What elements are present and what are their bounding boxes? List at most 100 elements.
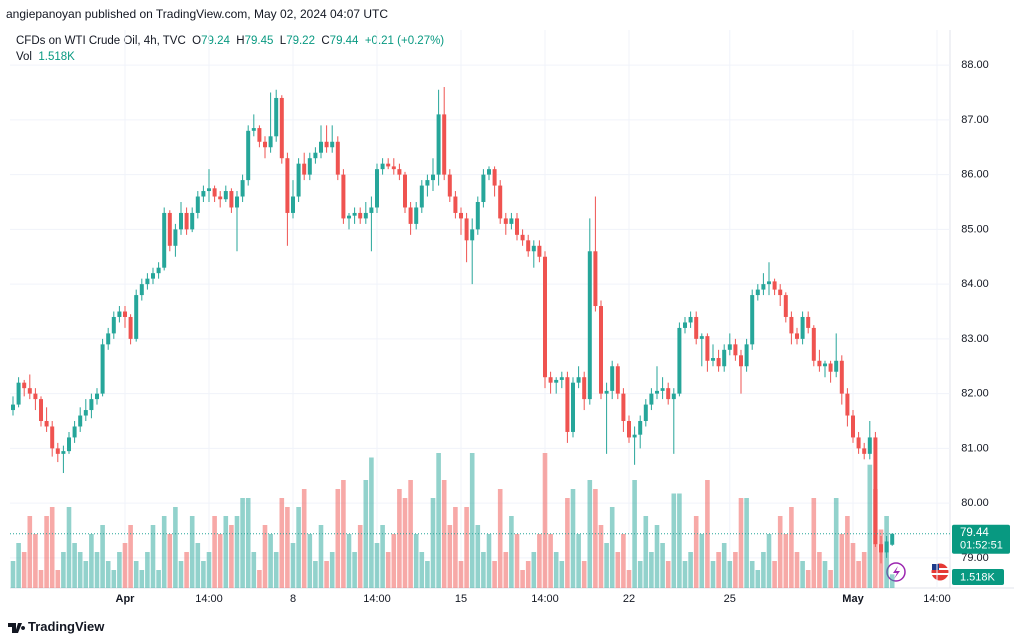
- candle-body: [699, 336, 704, 339]
- candle-body: [851, 415, 855, 438]
- volume-bar: [643, 516, 649, 588]
- candle-body: [772, 281, 777, 290]
- candle-body: [543, 256, 547, 378]
- volume-bar: [217, 534, 223, 588]
- candle-body: [604, 390, 609, 394]
- candle-body: [531, 245, 536, 252]
- volume-bar: [845, 516, 850, 588]
- candle-body: [223, 191, 228, 200]
- volume-bar: [486, 534, 492, 588]
- candle-body: [218, 196, 223, 200]
- candle-body: [100, 344, 105, 394]
- volume-bar: [374, 543, 380, 588]
- volume-bar: [201, 561, 206, 588]
- x-tick-label: 14:00: [531, 593, 559, 605]
- candle-body: [565, 377, 570, 432]
- volume-bar: [716, 552, 721, 588]
- volume-bar: [581, 561, 587, 588]
- volume-bar: [542, 453, 548, 588]
- volume-bar: [453, 507, 458, 588]
- grid: [10, 30, 950, 588]
- candle-body: [302, 163, 307, 175]
- candle-body: [39, 399, 43, 422]
- volume-bar: [268, 534, 273, 588]
- volume-bar: [811, 498, 817, 588]
- volume-bar: [128, 525, 133, 588]
- volume-bar: [184, 552, 189, 588]
- candle-body: [520, 234, 525, 241]
- y-tick-label: 86.00: [961, 169, 989, 181]
- volume-bar: [525, 561, 531, 588]
- candle-body: [184, 212, 189, 230]
- candle-body: [145, 278, 150, 285]
- volume-bar: [229, 525, 234, 588]
- volume-bar: [385, 552, 391, 588]
- candle-body: [744, 344, 749, 367]
- volume-bar: [178, 561, 184, 588]
- candle-body: [817, 360, 822, 367]
- candle-body: [369, 207, 374, 213]
- candle-body: [677, 327, 682, 394]
- candle-body: [571, 382, 575, 432]
- h-value: 79.45: [244, 35, 274, 47]
- candle-body: [16, 382, 21, 405]
- y-tick-label: 87.00: [961, 114, 989, 126]
- y-tick-label: 88.00: [961, 59, 989, 71]
- volume-bar: [83, 561, 89, 588]
- volume-tag: 1.518K: [960, 571, 996, 583]
- volume-bar: [665, 561, 671, 588]
- o-value: 79.24: [201, 35, 230, 47]
- candle-body: [436, 114, 441, 175]
- volume-bar: [514, 534, 520, 588]
- x-tick-label: May: [842, 593, 864, 605]
- candle-body: [750, 295, 755, 345]
- candle-body: [733, 344, 738, 356]
- volume-bar: [755, 570, 761, 588]
- candle-layer: [11, 87, 895, 564]
- volume-bar: [369, 457, 374, 588]
- volume-bar: [682, 561, 688, 588]
- volume-bar: [733, 552, 738, 588]
- candle-body: [139, 284, 144, 296]
- candle-body: [643, 404, 648, 422]
- volume-bar: [117, 552, 122, 588]
- candle-body: [201, 191, 206, 197]
- candle-body: [425, 180, 430, 186]
- volume-bar: [593, 489, 598, 588]
- candle-body: [610, 366, 615, 391]
- volume-bar: [604, 543, 609, 588]
- symbol: CFDs on WTI Crude Oil, 4h, TVC: [16, 35, 186, 47]
- candle-body: [459, 212, 463, 219]
- volume-bar: [313, 561, 318, 588]
- candle-body: [341, 174, 346, 219]
- candle-body: [828, 363, 833, 372]
- volume-bar: [559, 561, 565, 588]
- volume-bar: [352, 552, 357, 588]
- volume-bar: [66, 507, 72, 588]
- candle-body: [123, 311, 127, 317]
- volume-bar: [61, 552, 66, 588]
- volume-bar: [705, 480, 710, 588]
- candle-body: [879, 544, 883, 553]
- y-tick-label: 85.00: [961, 223, 989, 235]
- volume-bar: [553, 552, 559, 588]
- volume-bar: [570, 489, 576, 588]
- candle-body: [358, 212, 363, 219]
- candle-body: [55, 448, 60, 454]
- legend: CFDs on WTI Crude Oil, 4h, TVC O79.24 H7…: [16, 33, 444, 65]
- l-label: L: [279, 35, 287, 47]
- candle-body: [324, 141, 329, 148]
- volume-bar: [537, 534, 542, 588]
- volume-bar: [251, 552, 257, 588]
- candle-body: [470, 229, 475, 241]
- candle-body: [352, 212, 357, 216]
- candle-body: [83, 410, 88, 416]
- candle-body: [403, 174, 407, 208]
- volume-bar: [173, 507, 178, 588]
- x-tick-label: Apr: [116, 593, 136, 605]
- candle-body: [638, 421, 643, 435]
- price-tag-bg: [952, 524, 1010, 554]
- volume-bar: [223, 516, 229, 588]
- event-bolt: [893, 566, 900, 579]
- candle-body: [621, 393, 626, 422]
